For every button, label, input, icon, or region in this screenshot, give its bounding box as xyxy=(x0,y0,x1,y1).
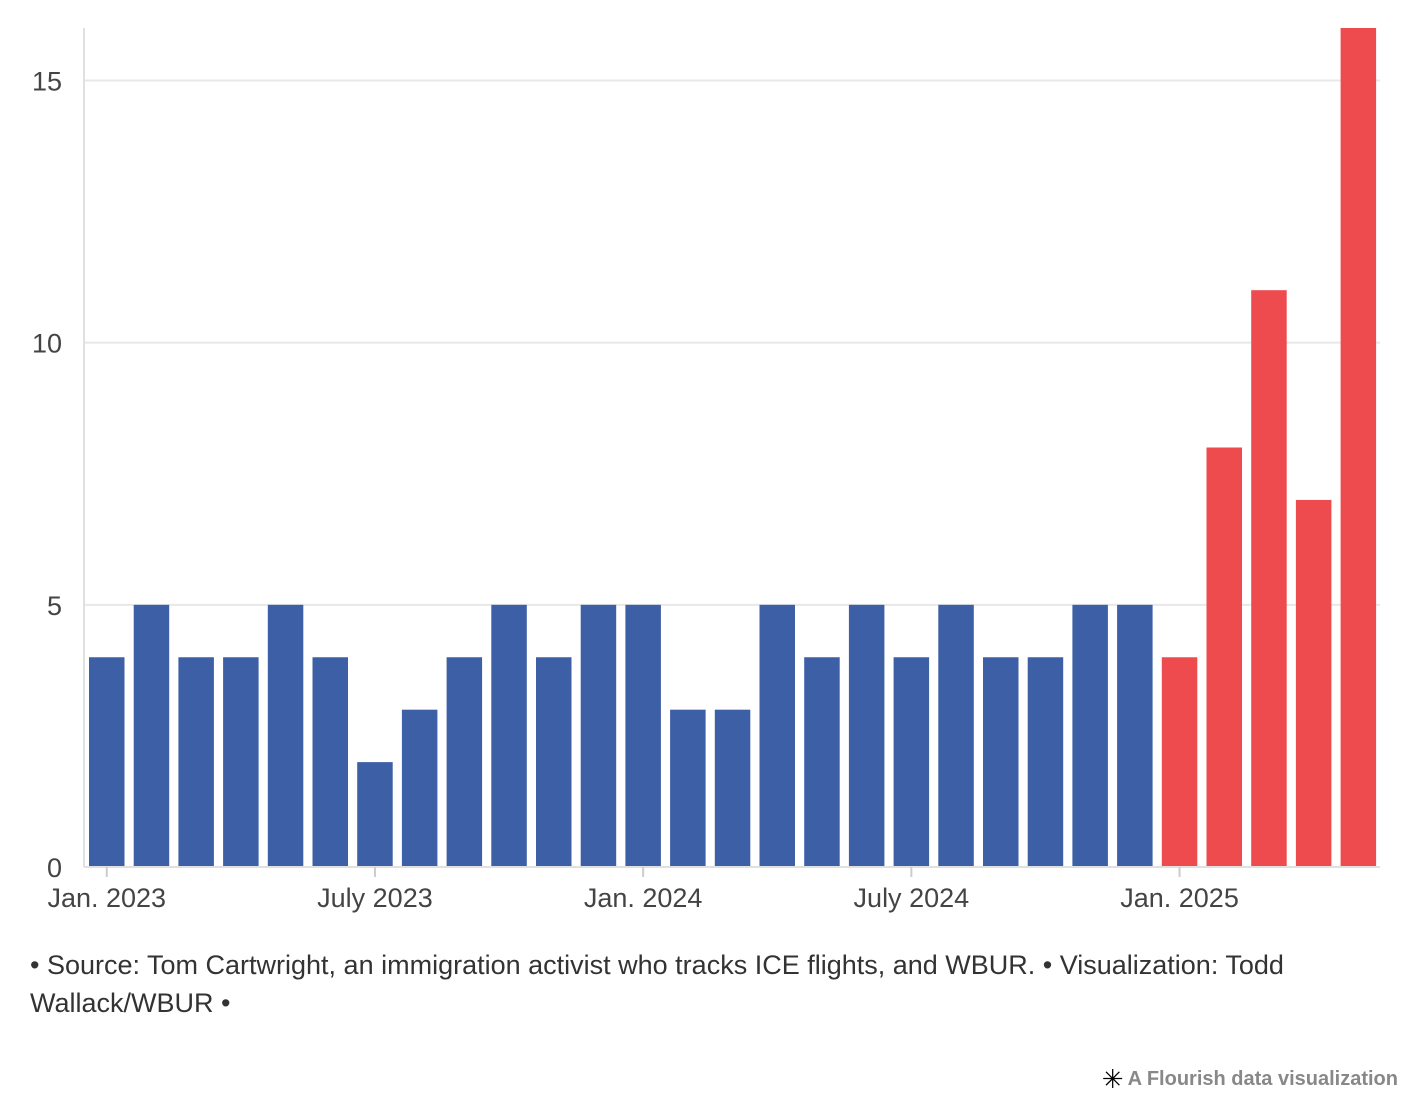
bar xyxy=(759,604,795,867)
bar xyxy=(848,604,885,867)
bar xyxy=(1340,28,1377,867)
bar xyxy=(446,657,483,867)
bar xyxy=(1027,657,1064,867)
x-tick-label: Jan. 2024 xyxy=(584,883,703,913)
x-tick-label: Jan. 2025 xyxy=(1120,883,1239,913)
bar xyxy=(401,709,438,867)
bar xyxy=(133,604,170,867)
bar xyxy=(1161,657,1198,867)
bar xyxy=(178,657,214,867)
bars xyxy=(89,28,1377,867)
bar-chart: 0 5 10 15 Jan. 2023 July 2023 Jan. 2024 July 2… xyxy=(32,28,1380,913)
bar xyxy=(491,604,527,867)
bar xyxy=(983,657,1019,867)
flourish-asterisk-icon: ✳ xyxy=(1101,1064,1124,1094)
bar xyxy=(536,657,572,867)
x-tick-label: July 2023 xyxy=(317,883,433,913)
bar xyxy=(1117,604,1153,867)
axes xyxy=(83,28,1380,877)
source-note: • Source: Tom Cartwright, an immigration… xyxy=(30,950,1284,1018)
bar xyxy=(714,709,751,867)
x-tick-label: July 2024 xyxy=(854,883,970,913)
y-tick-label: 0 xyxy=(47,853,62,883)
bar xyxy=(625,604,661,867)
credit-label: A Flourish data visualization xyxy=(1127,1067,1398,1090)
bar xyxy=(223,657,259,867)
y-tick-label: 5 xyxy=(47,591,62,621)
bar xyxy=(938,604,974,867)
gridlines xyxy=(84,79,1380,606)
bar xyxy=(89,657,125,867)
bar xyxy=(670,709,706,867)
bar xyxy=(804,657,840,867)
y-tick-label: 10 xyxy=(32,329,62,359)
flourish-credit[interactable]: ✳ A Flourish data visualization xyxy=(1102,1066,1398,1092)
bar xyxy=(357,762,393,867)
bar xyxy=(1206,447,1242,867)
x-tick-labels: Jan. 2023 July 2023 Jan. 2024 July 2024 Jan.… xyxy=(47,883,1238,913)
bar xyxy=(1251,290,1287,867)
bar xyxy=(893,657,930,867)
bar xyxy=(1295,499,1332,867)
x-tick-label: Jan. 2023 xyxy=(47,883,166,913)
bar xyxy=(312,657,348,867)
y-tick-label: 15 xyxy=(32,66,62,96)
bar xyxy=(1072,604,1108,867)
bar xyxy=(267,604,304,867)
y-tick-labels: 0 5 10 15 xyxy=(32,66,62,883)
bar xyxy=(580,604,617,867)
